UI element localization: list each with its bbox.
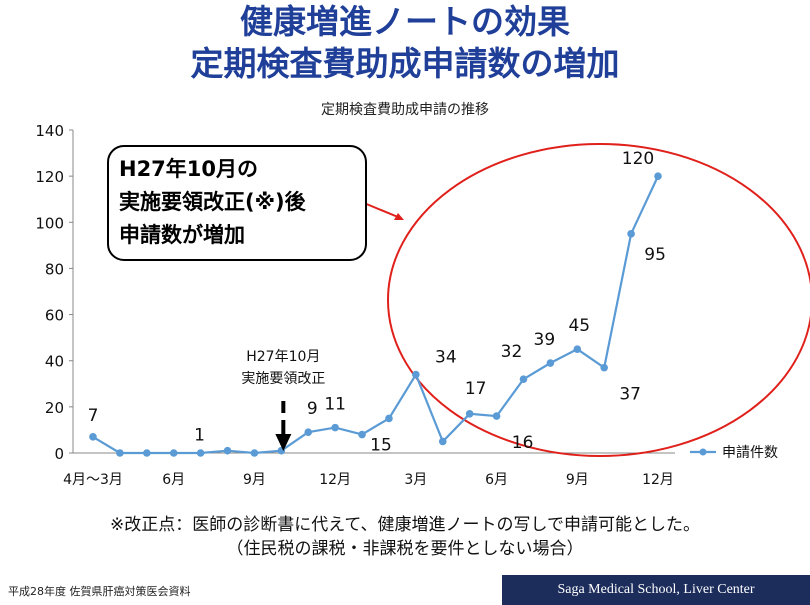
x-tick-label: 9月 [566,472,589,488]
data-point [89,433,97,441]
data-label: 34 [435,348,457,368]
data-point [304,428,313,437]
data-point [627,230,635,238]
data-label: 16 [512,433,534,453]
data-point [385,414,393,423]
callout-pointer [363,202,399,218]
callout-line1: H27年10月の [119,157,258,181]
arrow-label-line2: 実施要領改正 [241,370,325,387]
data-point [116,449,124,457]
data-point [438,437,447,446]
series-line [92,175,659,455]
data-label: 39 [534,330,556,350]
data-point [196,449,205,457]
y-tick-label: 0 [54,445,64,463]
x-tick-label: 12月 [319,472,351,488]
callout-line3: 申請数が増加 [119,223,245,247]
slide-title-line2: 定期検査費助成申請数の増加 [190,44,620,83]
data-point [465,409,474,418]
data-label: 95 [644,245,666,265]
arrow-head-icon [275,434,292,451]
data-point [223,446,232,455]
note-line2: （住民税の課税・非課税を要件としない場合） [226,539,584,559]
x-tick-label: 12月 [642,472,674,488]
data-point [600,363,608,372]
y-tick-labels: 0 20 40 60 80 100 120 140 [35,122,73,463]
data-label: 7 [88,406,99,426]
x-tick-label: 4月〜3月 [63,472,123,488]
callout-line2: 実施要領改正(※)後 [119,190,307,214]
data-label: 37 [619,385,641,405]
data-point [250,449,259,457]
data-point [519,375,528,383]
data-point [573,345,582,353]
data-point [412,370,420,379]
data-label: 17 [465,379,487,399]
line-chart: 定期検査費助成申請の推移 0 20 40 60 80 100 120 140 4月〜3月 6月 9… [35,102,810,488]
callout-pointer-head [394,213,404,220]
legend-label: 申請件数 [722,445,778,461]
slide-title-line1: 健康増進ノートの効果 [240,2,570,41]
data-label: 1 [194,426,205,446]
y-tick-label: 80 [45,260,64,278]
x-tick-label: 3月 [404,472,427,488]
data-point [143,449,151,457]
data-point [358,430,366,439]
data-point [546,359,555,367]
y-tick-label: 100 [35,214,64,232]
arrow-label-line1: H27年10月 [246,349,320,365]
source-text: 平成28年度 佐賀県肝癌対策医会資料 [8,585,191,598]
data-labels: 7 1 9 11 15 34 17 16 32 39 45 37 95 120 [88,149,666,455]
legend-marker [699,448,707,456]
callout-box [107,145,367,261]
note-line1: ※改正点：医師の診断書に代えて、健康増進ノートの写しで申請可能とした。 [109,515,701,535]
y-tick-label: 60 [45,307,64,325]
chart-title: 定期検査費助成申請の推移 [321,102,489,118]
data-label: 9 [307,399,318,419]
data-label: 120 [622,149,654,169]
data-point [331,423,339,432]
data-point [492,412,501,420]
change-arrow-annotation: H27年10月 実施要領改正 [241,349,325,451]
data-label: 45 [568,316,590,336]
x-tick-labels: 4月〜3月 6月 9月 12月 3月 6月 9月 12月 [63,472,674,488]
footer-band: Saga Medical School, Liver Center [502,575,810,605]
x-tick-label: 6月 [162,472,185,488]
highlight-circle [387,143,810,457]
x-tick-label: 9月 [243,472,266,488]
y-tick-label: 120 [35,168,64,186]
legend: 申請件数 [690,445,778,461]
y-tick-label: 40 [45,353,64,371]
data-label: 32 [501,342,523,362]
data-label: 15 [370,435,392,455]
data-point [169,449,178,457]
y-tick-label: 140 [35,122,64,140]
x-tick-label: 6月 [485,472,508,488]
y-tick-label: 20 [45,399,64,417]
data-point [654,172,662,180]
data-label: 11 [324,395,346,415]
